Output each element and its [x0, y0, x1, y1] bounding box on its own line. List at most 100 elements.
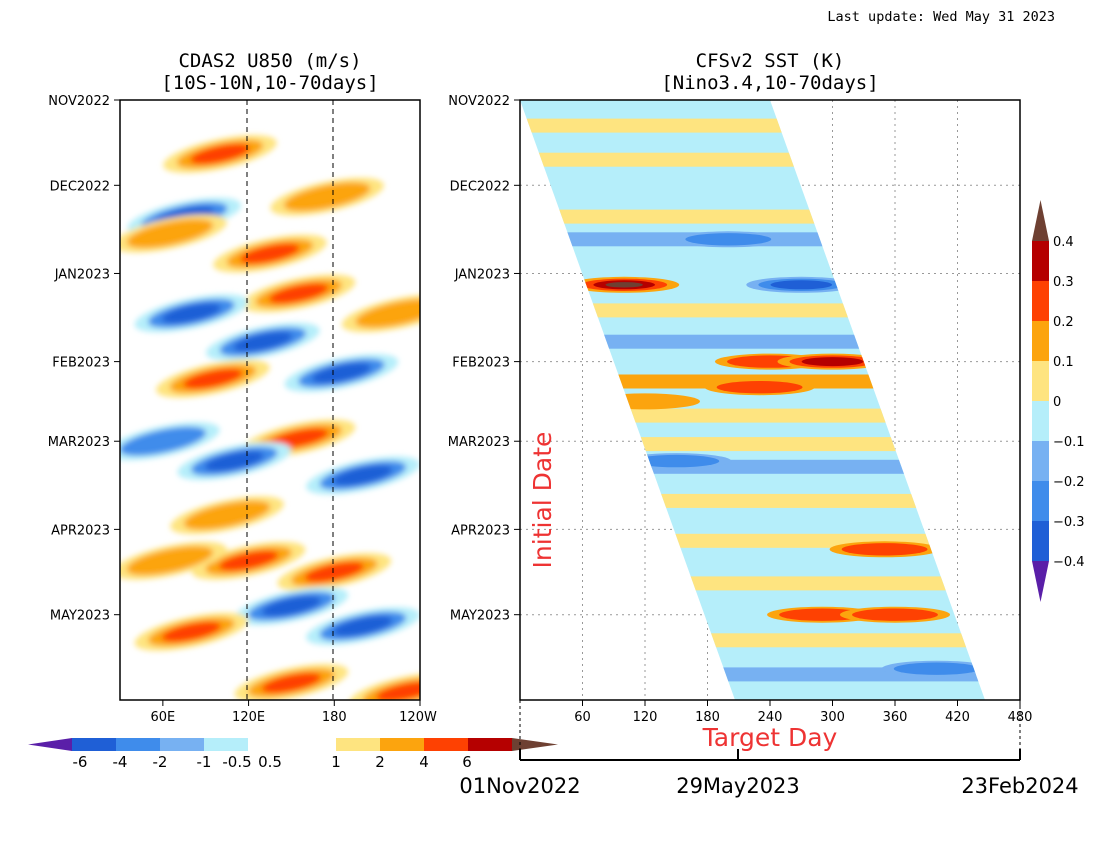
- right-heatmap: [520, 100, 1020, 700]
- target-date-axis: 01Nov2022 29May2023 23Feb2024: [459, 700, 1079, 798]
- left-feature-22: [234, 663, 349, 700]
- right-colorbar-swatch: [1032, 481, 1049, 521]
- right-colorbar-swatch: [1032, 241, 1049, 281]
- right-y-tick-label: APR2023: [451, 523, 510, 538]
- right-feature-8: [829, 541, 940, 558]
- left-feature-4: [213, 234, 327, 273]
- left-colorbar-label: 4: [419, 753, 429, 771]
- left-y-tick-label: MAY2023: [50, 609, 110, 624]
- right-x-axis: 60 120 180 240 300 360 420 480: [574, 700, 1032, 725]
- left-colorbar-label: -4: [113, 753, 128, 771]
- right-feature-1: [746, 276, 857, 293]
- right-colorbar-label: 0.3: [1053, 275, 1074, 290]
- left-colorbar-label: 2: [375, 753, 385, 771]
- right-x-tick-label: 480: [1008, 710, 1033, 725]
- target-date-label: 01Nov2022: [459, 774, 580, 798]
- left-y-tick-label: APR2023: [51, 523, 110, 538]
- right-colorbar-label: −0.2: [1053, 475, 1085, 490]
- right-panel: CFSv2 SST (K) [Nino3.4,10-70days] NOV202…: [448, 50, 1079, 798]
- right-feature-10: [840, 606, 950, 623]
- left-panel: CDAS2 U850 (m/s) [10S-10N,10-70days] NOV…: [48, 50, 437, 725]
- left-feature-12: [120, 422, 220, 461]
- right-x-tick-label: 240: [758, 710, 783, 725]
- right-colorbar-swatch: [1032, 521, 1049, 561]
- right-colorbar-label: 0.1: [1053, 355, 1074, 370]
- right-colorbar-arrow-low: [1032, 561, 1049, 602]
- right-colorbar-label: −0.3: [1053, 515, 1085, 530]
- right-y-tick-label: MAY2023: [450, 609, 510, 624]
- right-feature-0: [569, 276, 680, 293]
- left-feature-5: [241, 274, 356, 313]
- right-colorbar-label: −0.1: [1053, 435, 1085, 450]
- left-y-tick-label: MAR2023: [48, 435, 110, 450]
- right-colorbar-swatch: [1032, 441, 1049, 481]
- right-colorbar-swatch: [1032, 281, 1049, 321]
- left-x-tick-label: 180: [322, 710, 347, 725]
- right-x-tick-label: 180: [695, 710, 720, 725]
- left-feature-14: [306, 456, 420, 495]
- right-colorbar-swatch: [1032, 361, 1049, 401]
- left-colorbar-label: -0.5: [222, 753, 251, 771]
- left-title: CDAS2 U850 (m/s): [178, 50, 361, 72]
- left-colorbar-swatch: [204, 738, 248, 751]
- left-colorbar-swatch: [424, 738, 468, 751]
- left-colorbar-label: 0.5: [258, 753, 282, 771]
- right-colorbar-label: −0.4: [1053, 555, 1085, 570]
- left-x-tick-label: 60E: [150, 710, 175, 725]
- left-feature-15: [170, 496, 284, 535]
- left-feature-0: [163, 135, 277, 173]
- left-y-axis: NOV2022 DEC2022 JAN2023 FEB2023 MAR2023 APR20…: [48, 94, 120, 624]
- right-colorbar-swatch: [1032, 401, 1049, 441]
- left-colorbar-swatch: [116, 738, 160, 751]
- right-y-tick-label: MAR2023: [448, 435, 510, 450]
- left-feature-7: [134, 294, 249, 333]
- left-colorbar-label: -2: [153, 753, 168, 771]
- left-feature-13: [177, 442, 292, 481]
- left-colorbar-label: 6: [462, 753, 472, 771]
- left-heatmap: [120, 100, 420, 700]
- right-colorbar-label: 0.2: [1053, 315, 1074, 330]
- right-y-tick-label: JAN2023: [454, 267, 510, 282]
- last-update-text: Last update: Wed May 31 2023: [827, 9, 1055, 25]
- left-feature-3: [120, 214, 227, 253]
- target-date-label: 23Feb2024: [961, 774, 1078, 798]
- left-feature-21: [306, 607, 420, 646]
- left-colorbar-swatch: [380, 738, 424, 751]
- right-band-stripe: [520, 408, 985, 423]
- right-y-axis: NOV2022 DEC2022 JAN2023 FEB2023 MAR2023 APR20…: [448, 94, 520, 624]
- right-colorbar-arrow-high: [1032, 200, 1049, 241]
- left-feature-16: [191, 541, 306, 580]
- left-feature-20: [134, 612, 249, 651]
- left-feature-8: [206, 322, 320, 361]
- left-colorbar-label: -6: [73, 753, 88, 771]
- right-x-tick-label: 60: [574, 710, 591, 725]
- left-feature-2: [270, 177, 384, 216]
- left-subtitle: [10S-10N,10-70days]: [161, 72, 378, 94]
- left-colorbar-arrow-low: [28, 738, 72, 751]
- right-feature-5: [673, 231, 784, 248]
- left-colorbar-swatch: [160, 738, 204, 751]
- left-colorbar-arrow-high: [512, 738, 558, 751]
- left-x-axis: 60E 120E 180 120W: [150, 700, 437, 725]
- left-colorbar-swatch: [468, 738, 512, 751]
- left-feature-17: [277, 553, 392, 591]
- right-colorbar-swatch: [1032, 321, 1049, 361]
- left-feature-19: [234, 587, 349, 626]
- left-feature-23: [348, 672, 420, 700]
- left-colorbar-swatch: [72, 738, 116, 751]
- right-colorbar-label: 0: [1053, 395, 1061, 410]
- left-feature-6: [341, 294, 420, 333]
- left-y-tick-label: DEC2022: [50, 179, 110, 194]
- right-x-tick-label: 420: [945, 710, 970, 725]
- left-colorbar-swatch: [248, 738, 292, 751]
- left-feature-18: [120, 541, 227, 580]
- left-x-tick-label: 120E: [232, 710, 265, 725]
- right-y-axis-label: Initial Date: [528, 432, 557, 569]
- left-colorbar-swatch: [336, 738, 380, 751]
- target-date-label: 29May2023: [676, 774, 800, 798]
- left-y-tick-label: JAN2023: [54, 267, 110, 282]
- left-x-tick-label: 120W: [399, 710, 437, 725]
- left-plot-frame: [119, 99, 421, 701]
- right-x-axis-label: Target Day: [702, 723, 838, 752]
